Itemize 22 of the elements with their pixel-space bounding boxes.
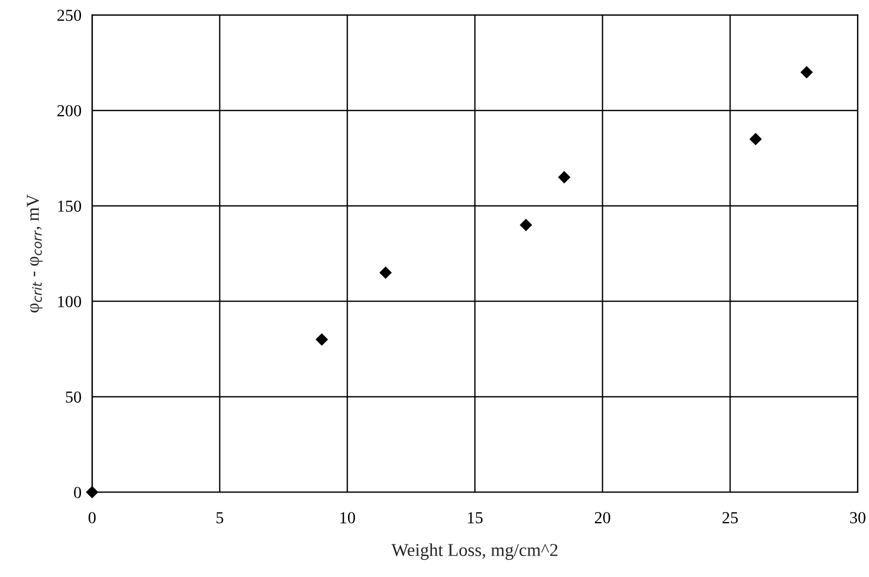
y-tick-label: 150 xyxy=(58,200,82,212)
point xyxy=(558,171,570,184)
y-tick-label: 250 xyxy=(57,10,82,21)
y-tick-label: 50 xyxy=(66,391,82,403)
x-axis-title: Weight Loss, mg/cm^2 xyxy=(391,543,558,560)
x-tick-label: 0 xyxy=(88,512,96,524)
y-tick-label: 0 xyxy=(74,486,82,498)
point xyxy=(749,132,762,146)
x-tick-label: 15 xyxy=(468,512,483,524)
point xyxy=(86,486,98,498)
y-axis-title: φ$_{crit}$ - φ$_{corr}$, mV xyxy=(26,194,43,312)
point xyxy=(379,266,392,279)
x-tick-label: 10 xyxy=(340,512,356,524)
point xyxy=(316,333,328,346)
x-tick-label: 20 xyxy=(594,512,610,524)
y-tick-label: 100 xyxy=(58,296,82,308)
x-tick-label: 30 xyxy=(850,512,866,524)
y-tick-label: 200 xyxy=(57,105,82,116)
point xyxy=(520,218,532,232)
point xyxy=(800,66,813,78)
x-tick-label: 25 xyxy=(722,512,738,524)
x-tick-label: 5 xyxy=(216,512,224,524)
